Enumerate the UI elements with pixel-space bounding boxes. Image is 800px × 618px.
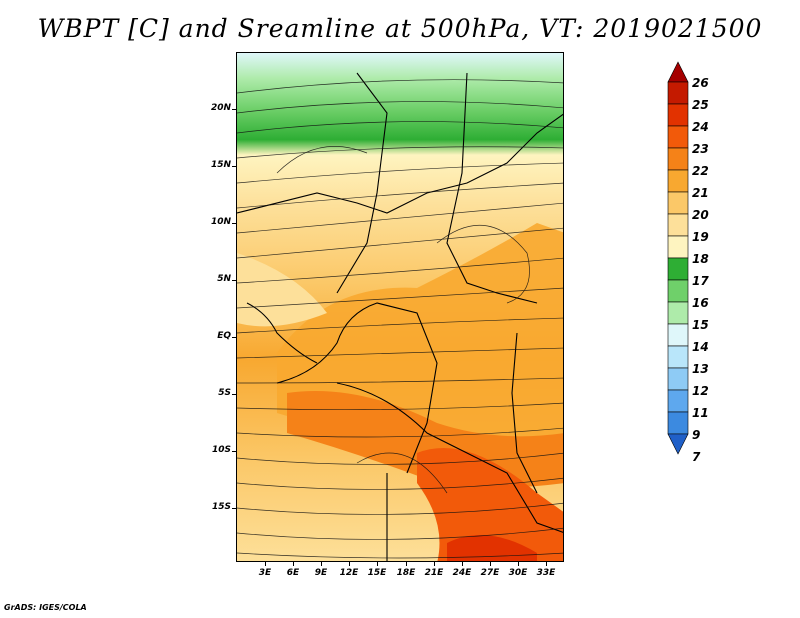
- lat-tick: [232, 508, 236, 509]
- lat-label: 15N: [210, 160, 231, 170]
- wbpt-contour-23: [417, 448, 563, 561]
- lat-tick: [232, 394, 236, 395]
- credit-text: GrADS: IGES/COLA: [4, 603, 87, 612]
- lon-label: 3E: [258, 568, 272, 578]
- lat-tick: [232, 337, 236, 338]
- lon-tick: [265, 562, 266, 566]
- wbpt-contour-19: [237, 253, 327, 327]
- lon-label: 30E: [508, 568, 528, 578]
- lon-label: 24E: [452, 568, 472, 578]
- colorbar-label: 16: [692, 296, 709, 310]
- lon-label: 21E: [424, 568, 444, 578]
- colorbar-top-arrow: [667, 61, 689, 83]
- lon-tick: [490, 562, 491, 566]
- map-svg: [237, 53, 563, 561]
- lat-label: 5N: [217, 274, 231, 284]
- chart-title: WBPT [C] and Sreamline at 500hPa, VT: 20…: [37, 14, 763, 43]
- colorbar-swatch: [667, 213, 689, 237]
- colorbar-swatch: [667, 345, 689, 369]
- lat-tick: [232, 280, 236, 281]
- wbpt-contour-24: [447, 535, 537, 561]
- lon-label: 18E: [396, 568, 416, 578]
- lat-label: 10S: [211, 445, 231, 455]
- colorbar-label: 21: [692, 186, 709, 200]
- colorbar-swatch: [667, 367, 689, 391]
- colorbar-label: 24: [692, 120, 709, 134]
- colorbar-swatch: [667, 389, 689, 413]
- lat-tick: [232, 451, 236, 452]
- lon-label: 12E: [339, 568, 359, 578]
- colorbar-swatch: [667, 169, 689, 193]
- lat-tick: [232, 109, 236, 110]
- colorbar-swatch: [667, 103, 689, 127]
- lat-label: 20N: [210, 103, 231, 113]
- colorbar-label: 22: [692, 164, 709, 178]
- lon-tick: [349, 562, 350, 566]
- colorbar-bottom-arrow: [667, 433, 689, 455]
- lat-label: 10N: [210, 217, 231, 227]
- lon-label: 33E: [536, 568, 556, 578]
- colorbar-label: 20: [692, 208, 709, 222]
- lat-tick: [232, 166, 236, 167]
- lon-tick: [406, 562, 407, 566]
- lon-label: 6E: [286, 568, 300, 578]
- colorbar-label: 12: [692, 384, 709, 398]
- colorbar-swatch: [667, 235, 689, 259]
- colorbar-label: 23: [692, 142, 709, 156]
- lon-tick: [546, 562, 547, 566]
- colorbar-label: 17: [692, 274, 709, 288]
- colorbar-label: 7: [692, 450, 701, 464]
- lon-label: 15E: [367, 568, 387, 578]
- lon-tick: [293, 562, 294, 566]
- colorbar-swatch: [667, 191, 689, 215]
- lon-tick: [377, 562, 378, 566]
- colorbar-label: 19: [692, 230, 709, 244]
- colorbar-label: 13: [692, 362, 709, 376]
- colorbar-swatch: [667, 81, 689, 105]
- colorbar-label: 11: [692, 406, 709, 420]
- colorbar-label: 18: [692, 252, 709, 266]
- lon-tick: [462, 562, 463, 566]
- lon-tick: [321, 562, 322, 566]
- colorbar-label: 14: [692, 340, 709, 354]
- lon-tick: [518, 562, 519, 566]
- colorbar-label: 9: [692, 428, 701, 442]
- lon-label: 27E: [480, 568, 500, 578]
- colorbar-swatch: [667, 301, 689, 325]
- streamlines: [237, 79, 563, 559]
- lat-label: EQ: [217, 331, 231, 341]
- colorbar-swatch: [667, 257, 689, 281]
- colorbar-label: 26: [692, 76, 709, 90]
- colorbar-swatches: [667, 61, 689, 455]
- lat-label: 15S: [211, 502, 231, 512]
- colorbar-swatch: [667, 279, 689, 303]
- lon-tick: [434, 562, 435, 566]
- map-panel[interactable]: [236, 52, 564, 562]
- colorbar-label: 15: [692, 318, 709, 332]
- colorbar-swatch: [667, 147, 689, 171]
- colorbar-swatch: [667, 411, 689, 435]
- lat-label: 5S: [218, 388, 231, 398]
- colorbar-label: 25: [692, 98, 709, 112]
- lat-tick: [232, 223, 236, 224]
- country-borders: [237, 72, 563, 561]
- colorbar-swatch: [667, 125, 689, 149]
- lon-label: 9E: [314, 568, 328, 578]
- colorbar-swatch: [667, 323, 689, 347]
